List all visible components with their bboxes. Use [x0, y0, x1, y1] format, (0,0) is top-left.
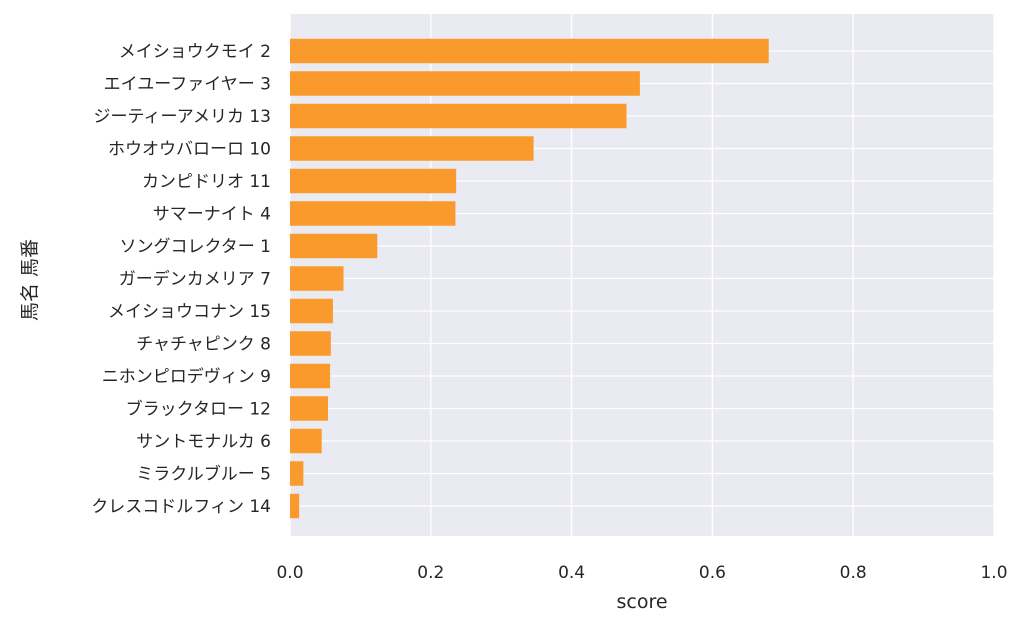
- x-axis-title: score: [616, 591, 667, 613]
- y-tick-label: ソングコレクター 1: [119, 237, 271, 257]
- bars: [290, 38, 769, 519]
- y-tick-label: メイショウクモイ 2: [119, 42, 271, 62]
- x-tick-label: 0.0: [276, 563, 303, 583]
- y-tick-labels: メイショウクモイ 2 エイユーファイヤー 3 ジーティーアメリカ 13 ホウオウバロー…: [91, 42, 271, 517]
- bar: [290, 396, 329, 421]
- plot-background: [290, 14, 994, 536]
- y-tick-label: ブラックタロー 12: [126, 399, 271, 420]
- x-tick-label: 0.6: [699, 563, 726, 583]
- x-tick-label: 0.4: [558, 563, 585, 583]
- x-tick-label: 0.8: [840, 563, 867, 583]
- y-tick-label: チャチャピンク 8: [136, 335, 271, 355]
- y-tick-label: サマーナイト 4: [153, 205, 271, 225]
- bar: [290, 331, 331, 356]
- bar: [290, 461, 304, 486]
- y-tick-label: ホウオウバローロ 10: [108, 140, 271, 160]
- bar: [290, 363, 331, 389]
- bar: [290, 71, 640, 96]
- y-tick-label: メイショウコナン 15: [108, 302, 271, 322]
- x-tick-labels: 0.0 0.2 0.4 0.6 0.8 1.0: [276, 563, 1007, 583]
- y-tick-label: カンピドリオ 11: [142, 172, 271, 192]
- y-tick-label: ガーデンカメリア 7: [119, 269, 271, 290]
- y-axis-title: 馬名 馬番: [19, 239, 41, 321]
- bar: [290, 493, 300, 519]
- y-tick-label: クレスコドルフィン 14: [91, 497, 271, 517]
- bar: [290, 38, 769, 64]
- bar: [290, 103, 627, 129]
- y-tick-label: ミラクルブルー 5: [136, 464, 271, 485]
- bar: [290, 201, 456, 226]
- x-tick-label: 1.0: [980, 563, 1007, 583]
- y-tick-label: エイユーファイヤー 3: [104, 75, 271, 95]
- bar: [290, 168, 457, 194]
- bar: [290, 266, 344, 291]
- y-tick-label: サントモナルカ 6: [136, 432, 271, 452]
- y-tick-label: ニホンピロデヴィン 9: [102, 366, 271, 387]
- x-tick-label: 0.2: [417, 563, 444, 583]
- bar: [290, 298, 333, 324]
- bar: [290, 428, 322, 454]
- y-tick-label: ジーティーアメリカ 13: [94, 107, 272, 127]
- bar: [290, 233, 378, 259]
- bar: [290, 136, 534, 161]
